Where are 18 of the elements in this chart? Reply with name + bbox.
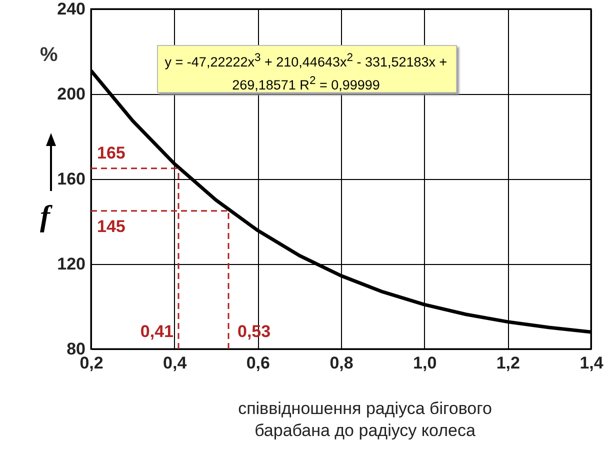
- y-tick-label: 240: [57, 0, 86, 18]
- ref-line-label: 145: [97, 216, 126, 236]
- x-tick-label: 1,4: [580, 354, 604, 372]
- y-tick-label: 200: [57, 84, 86, 104]
- ref-line-label: 0,41: [140, 322, 174, 341]
- x-tick-label: 0,6: [246, 354, 270, 372]
- x-tick-label: 1,0: [413, 354, 437, 372]
- text: y = -47,22222x$^{3}$ + 210,44643x$^{2}$ - 331,52183x + 269,18571 R$^{2}$ = 0,99999: [164, 52, 448, 92]
- x-axis-title: співвідношення радіуса бігового барабана до радіусу колеса: [237, 398, 493, 442]
- y-axis-title: f: [40, 200, 50, 234]
- ref-line-label: 165: [97, 143, 126, 162]
- x-tick-label: 1,2: [496, 354, 520, 372]
- y-tick-label: 160: [57, 170, 86, 188]
- x-tick-label: 0,4: [163, 354, 188, 372]
- text: %: [40, 44, 58, 67]
- x-tick-label: 0,8: [330, 354, 354, 372]
- x-tick-label: 0,2: [80, 354, 104, 372]
- y-tick-label: 120: [57, 254, 86, 274]
